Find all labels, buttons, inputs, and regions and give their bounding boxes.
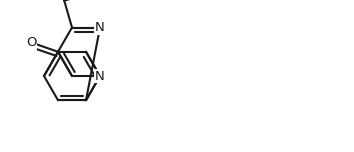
Text: N: N — [95, 69, 105, 83]
Text: N: N — [95, 21, 105, 34]
Text: O: O — [26, 36, 37, 49]
